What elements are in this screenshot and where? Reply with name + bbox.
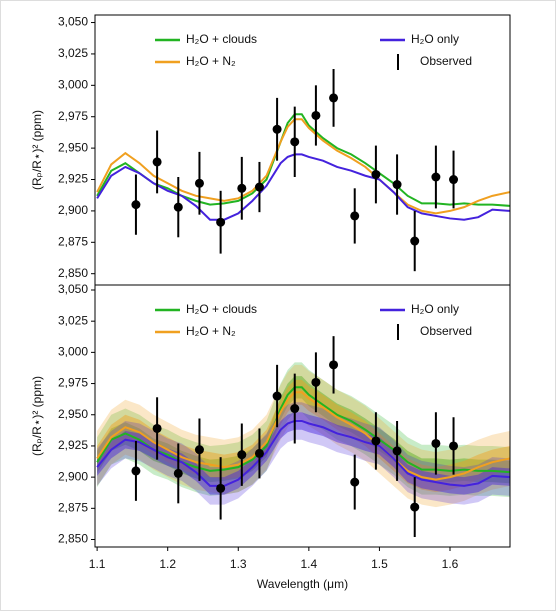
y-tick-label: 3,000	[58, 77, 88, 91]
y-tick-label: 2,875	[58, 234, 88, 248]
observed-point	[254, 182, 264, 192]
plot-area	[96, 69, 510, 272]
plot-area	[96, 336, 510, 538]
model-line	[96, 153, 510, 221]
observed-point	[371, 169, 381, 179]
observed-point	[290, 137, 300, 147]
y-tick-label: 3,050	[58, 15, 88, 29]
observed-point	[272, 391, 282, 401]
model-line	[96, 118, 510, 215]
y-tick-label: 2,850	[58, 532, 88, 546]
axes-frame	[94, 284, 511, 548]
observed-point	[431, 172, 441, 182]
observed-point	[152, 157, 162, 167]
y-tick-label: 2,950	[58, 140, 88, 154]
y-axis-label: (Rₚ/R⋆)² (ppm)	[30, 110, 44, 190]
legend-label: H₂O + N₂	[186, 324, 236, 338]
y-tick-label: 3,025	[58, 46, 88, 60]
legend-label: H₂O only	[411, 302, 459, 316]
observed-point	[431, 438, 441, 448]
observed-point	[152, 423, 162, 433]
observed-point	[449, 175, 459, 185]
observed-point	[131, 200, 141, 210]
legend-label: Observed	[420, 324, 472, 338]
observed-point	[329, 93, 339, 103]
observed-point	[173, 468, 183, 478]
observed-point	[371, 436, 381, 446]
y-axis-label: (Rₚ/R⋆)² (ppm)	[30, 376, 44, 456]
legend-label: H₂O + N₂	[186, 54, 236, 68]
x-axis-label: Wavelength (μm)	[257, 577, 348, 591]
observed-point	[350, 477, 360, 487]
observed-point	[311, 377, 321, 387]
observed-point	[237, 183, 247, 193]
model-line	[96, 419, 510, 487]
x-tick-label: 1.6	[442, 557, 459, 571]
y-tick-label: 3,025	[58, 313, 88, 327]
x-tick-label: 1.4	[301, 557, 318, 571]
observed-point	[254, 448, 264, 458]
y-tick-label: 3,050	[58, 282, 88, 296]
legend-label: H₂O + clouds	[186, 302, 257, 316]
y-tick-label: 2,925	[58, 438, 88, 452]
y-tick-label: 2,850	[58, 266, 88, 280]
observed-point	[194, 445, 204, 455]
legend-label: Observed	[420, 54, 472, 68]
observed-point	[329, 360, 339, 370]
observed-point	[290, 404, 300, 414]
observed-point	[194, 178, 204, 188]
y-tick-label: 2,875	[58, 500, 88, 514]
observed-point	[410, 502, 420, 512]
observed-point	[449, 441, 459, 451]
x-tick-label: 1.1	[89, 557, 106, 571]
observed-point	[237, 450, 247, 460]
legend-label: H₂O + clouds	[186, 32, 257, 46]
y-tick-label: 2,925	[58, 172, 88, 186]
model-line	[96, 113, 510, 207]
observed-point	[392, 180, 402, 190]
observed-point	[216, 217, 226, 227]
y-tick-label: 2,900	[58, 469, 88, 483]
y-tick-label: 2,975	[58, 109, 88, 123]
x-tick-label: 1.2	[159, 557, 176, 571]
observed-point	[350, 211, 360, 221]
model-line	[96, 391, 510, 481]
observed-point	[173, 202, 183, 212]
observed-point	[311, 110, 321, 120]
y-tick-label: 3,000	[58, 345, 88, 359]
y-tick-label: 2,900	[58, 203, 88, 217]
confidence-band	[97, 376, 510, 484]
observed-point	[131, 466, 141, 476]
observed-point	[216, 483, 226, 493]
model-line	[96, 386, 510, 474]
y-tick-label: 2,975	[58, 376, 88, 390]
observed-point	[272, 124, 282, 134]
observed-point	[392, 446, 402, 456]
legend-label: H₂O only	[411, 32, 459, 46]
observed-point	[410, 236, 420, 246]
x-tick-label: 1.3	[230, 557, 247, 571]
y-tick-label: 2,950	[58, 407, 88, 421]
x-tick-label: 1.5	[371, 557, 388, 571]
